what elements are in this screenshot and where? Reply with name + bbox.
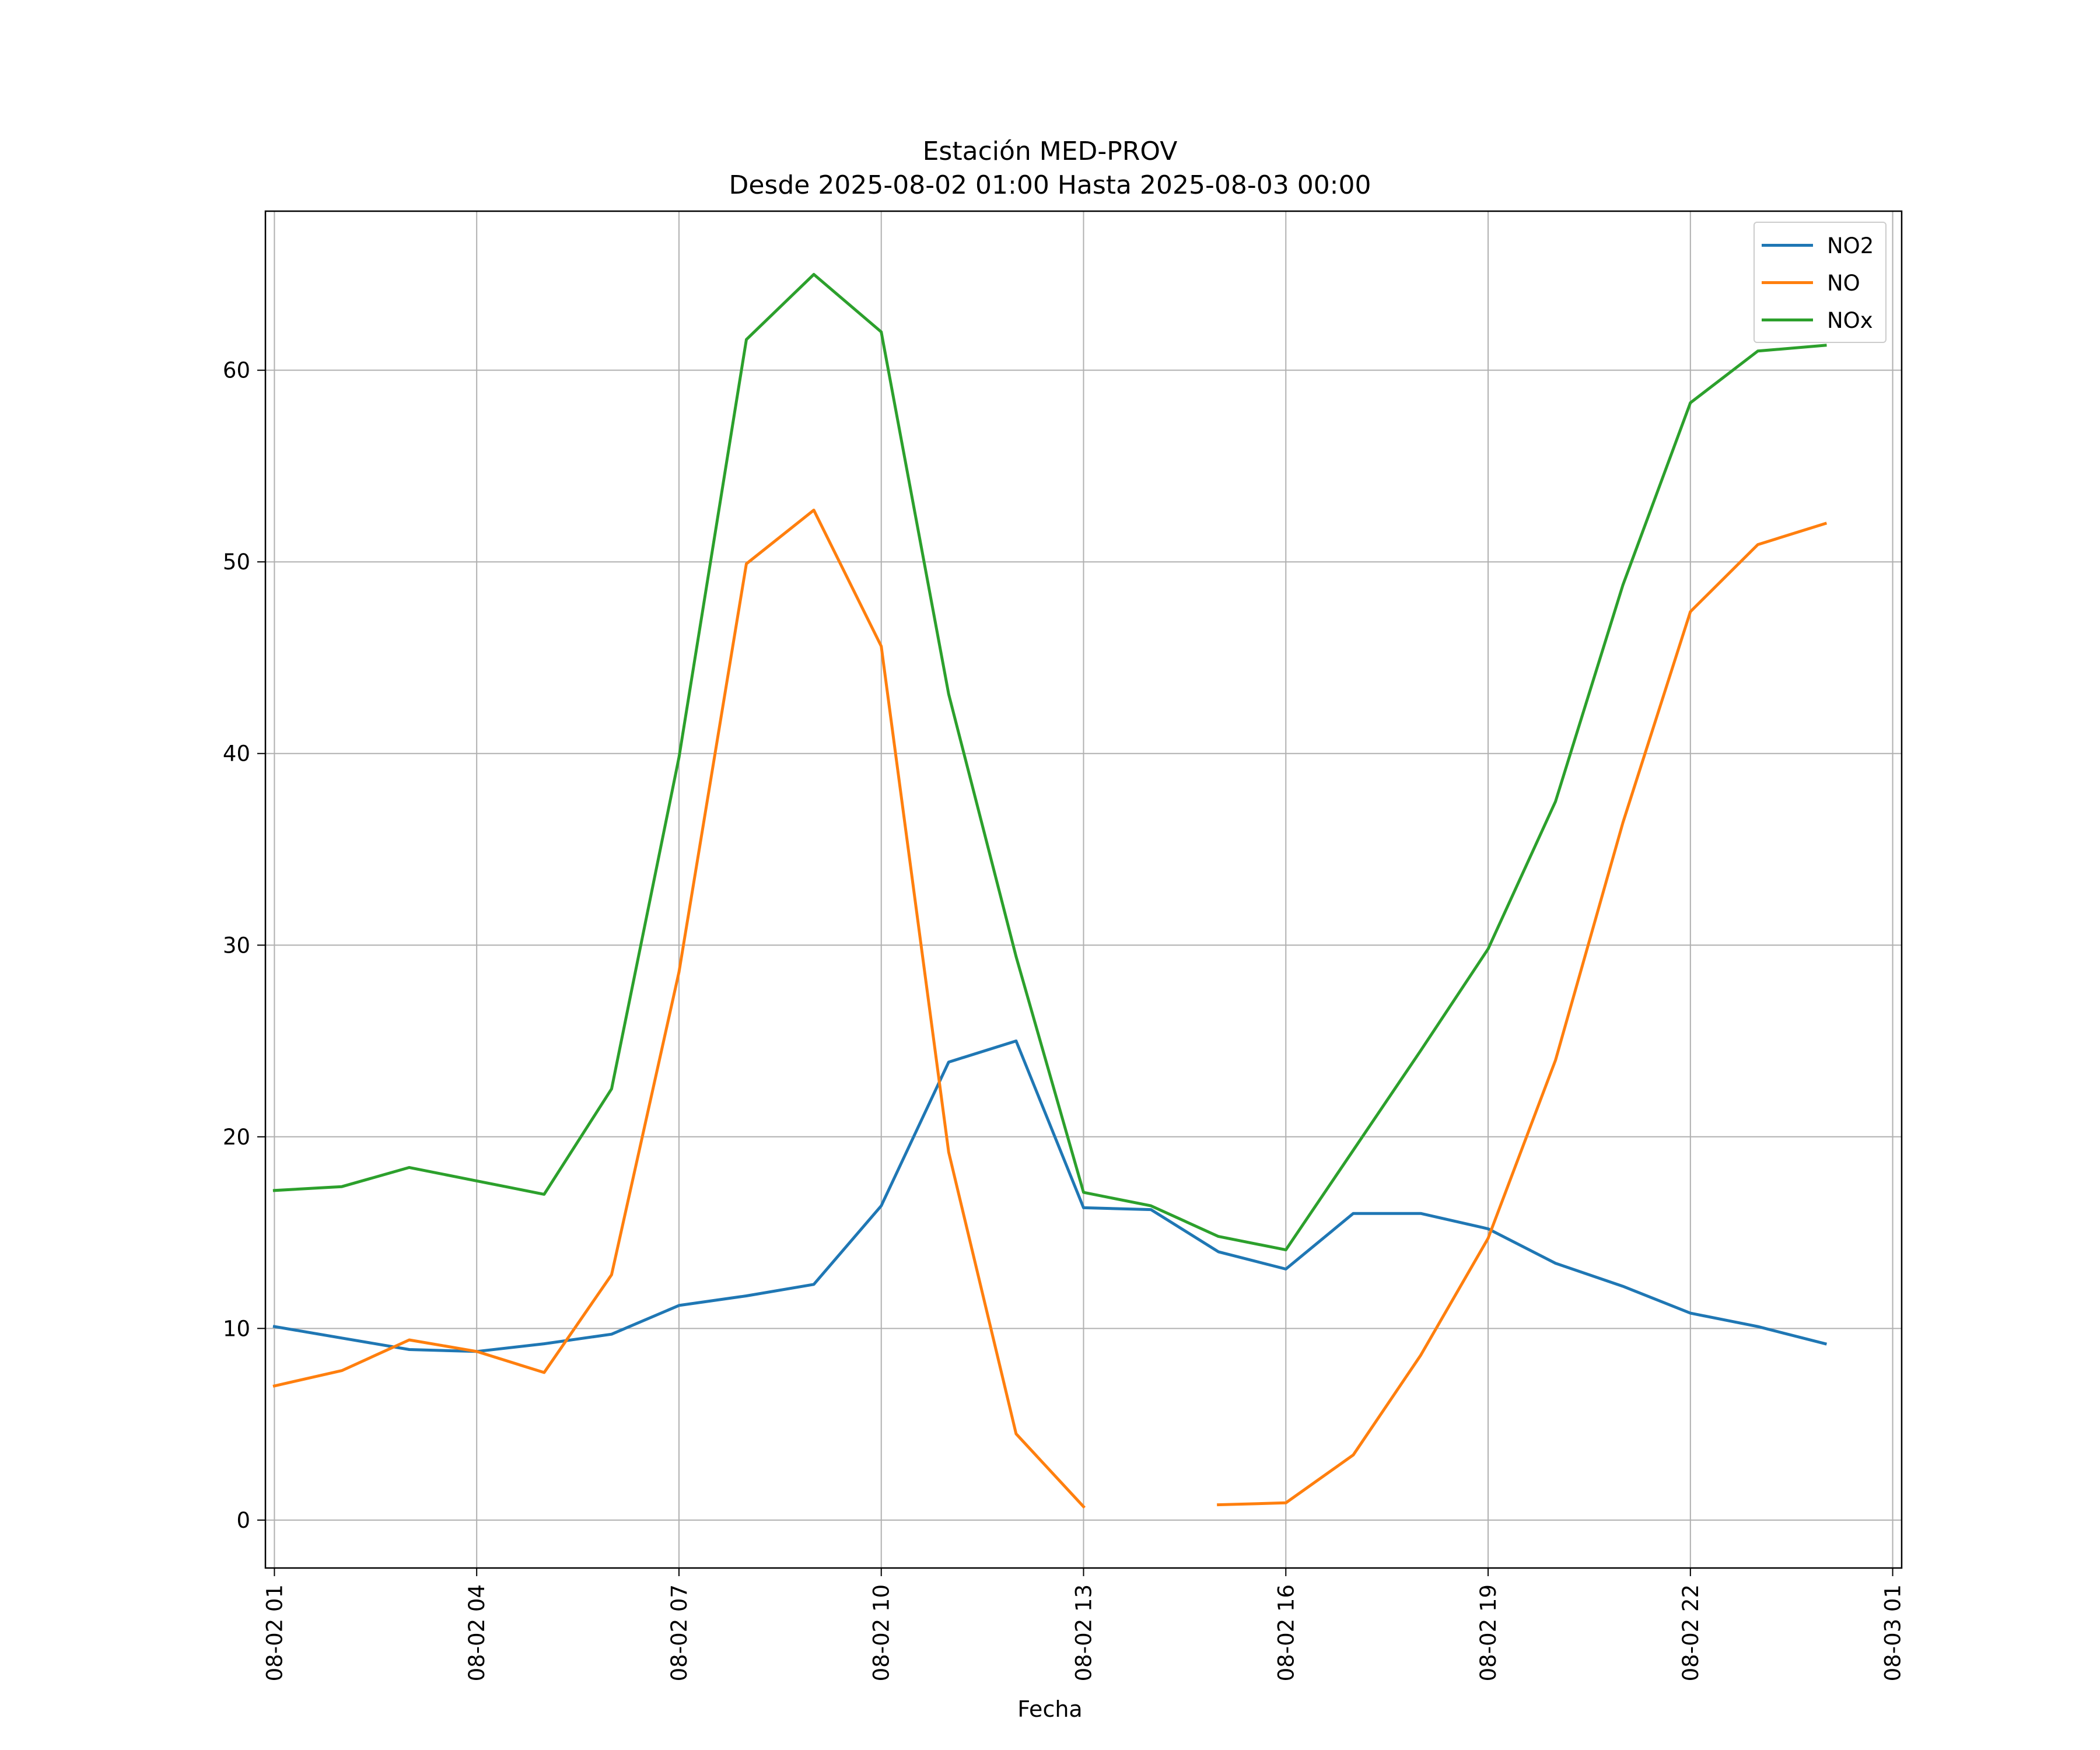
legend-item-no: NO bbox=[1762, 268, 1884, 298]
legend: NO2 NO NOx bbox=[1754, 222, 1887, 343]
legend-label-no: NO bbox=[1827, 271, 1860, 296]
legend-item-no2: NO2 bbox=[1762, 231, 1884, 260]
x-tick-label: 08-02 07 bbox=[667, 1584, 692, 1681]
x-tick-label: 08-02 13 bbox=[1072, 1584, 1097, 1681]
y-tick-label: 30 bbox=[223, 933, 250, 958]
chart-subtitle: Desde 2025-08-02 01:00 Hasta 2025-08-03 … bbox=[729, 170, 1371, 200]
y-tick-label: 10 bbox=[223, 1316, 250, 1341]
legend-swatch-no bbox=[1762, 281, 1813, 284]
x-tick-label: 08-02 04 bbox=[464, 1584, 489, 1681]
chart-title: Estación MED-PROV bbox=[922, 136, 1178, 166]
y-tick-label: 50 bbox=[223, 550, 250, 575]
x-tick-label: 08-02 19 bbox=[1476, 1584, 1501, 1681]
series-line-no2 bbox=[272, 1040, 1828, 1353]
legend-swatch-nox bbox=[1762, 318, 1813, 321]
x-tick-label: 08-02 01 bbox=[262, 1584, 287, 1681]
x-tick-label: 08-02 10 bbox=[869, 1584, 894, 1681]
legend-item-nox: NOx bbox=[1762, 306, 1884, 335]
y-tick-label: 60 bbox=[223, 358, 250, 383]
y-tick-label: 20 bbox=[223, 1125, 250, 1150]
legend-swatch-no2 bbox=[1762, 244, 1813, 247]
series-line-no bbox=[1217, 522, 1828, 1507]
x-tick-label: 08-02 22 bbox=[1678, 1584, 1703, 1681]
x-tick-label: 08-03 01 bbox=[1881, 1584, 1906, 1681]
x-axis-label: Fecha bbox=[1017, 1696, 1083, 1722]
x-tick-label: 08-02 16 bbox=[1273, 1584, 1298, 1681]
y-tick-label: 0 bbox=[236, 1508, 250, 1533]
y-tick-label: 40 bbox=[223, 741, 250, 766]
series-line-no bbox=[272, 509, 1086, 1509]
legend-label-no2: NO2 bbox=[1827, 233, 1874, 258]
series-line-nox bbox=[272, 272, 1827, 1252]
legend-label-nox: NOx bbox=[1827, 308, 1873, 333]
